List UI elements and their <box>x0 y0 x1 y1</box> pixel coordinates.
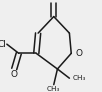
Text: CH₃: CH₃ <box>47 86 60 92</box>
Text: O: O <box>75 49 82 58</box>
Text: Cl: Cl <box>0 40 6 49</box>
Text: CH₃: CH₃ <box>73 75 86 81</box>
Text: O: O <box>50 0 57 1</box>
Text: O: O <box>11 70 18 79</box>
